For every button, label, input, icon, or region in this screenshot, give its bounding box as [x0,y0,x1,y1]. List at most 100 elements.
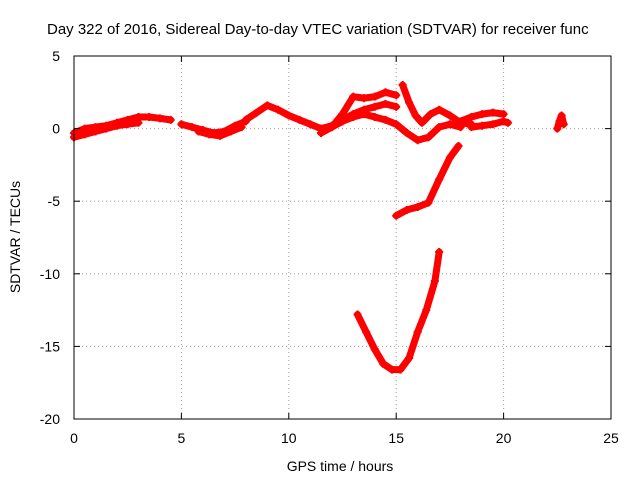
data-point [387,365,396,374]
data-point [241,115,250,124]
x-axis-label: GPS time / hours [287,458,394,474]
data-point [370,112,379,121]
data-point [478,121,487,130]
data-point [370,92,379,101]
data-point [381,99,390,108]
data-point [381,115,390,124]
data-point [379,359,388,368]
x-tick-label: 15 [388,430,404,446]
data-point [555,117,564,126]
data-point [445,153,454,162]
data-point [123,120,132,129]
data-point [430,277,439,286]
data-point [405,354,414,363]
data-point [226,127,235,136]
series-line-11 [553,112,568,133]
y-tick-label: 0 [52,121,60,137]
data-point [317,128,326,137]
data-point [456,117,465,126]
data-point [392,102,401,111]
data-point [145,112,154,121]
data-point [205,130,214,139]
data-point [426,110,435,119]
data-series [70,81,568,374]
data-point [411,111,420,120]
data-point [370,102,379,111]
x-tick-label: 5 [178,430,186,446]
data-point [327,123,336,132]
data-point [435,105,444,114]
data-point [392,211,401,220]
data-point [359,94,368,103]
data-point [445,120,454,129]
data-point [353,310,362,319]
y-tick-label: -15 [40,338,60,354]
data-point [559,120,568,129]
x-tick-label: 10 [281,430,297,446]
data-point [338,110,347,119]
data-point [188,123,197,132]
data-point [134,118,143,127]
x-tick-label: 25 [603,430,619,446]
data-point [177,120,186,129]
data-point [435,175,444,184]
data-point [417,118,426,127]
y-tick-label: -20 [40,411,60,427]
data-point [102,124,111,133]
chart-title: Day 322 of 2016, Sidereal Day-to-day VTE… [47,21,589,38]
data-point [499,117,508,126]
data-point [488,120,497,129]
data-point [424,198,433,207]
data-point [503,118,512,127]
data-point [295,115,304,124]
data-point [557,111,566,120]
data-point [445,111,454,120]
data-point [435,248,444,257]
data-point [284,111,293,120]
series-line-1 [70,113,175,137]
data-point [413,136,422,145]
data-point [396,365,405,374]
data-point [488,108,497,117]
data-point [112,121,121,130]
y-tick-label: -5 [48,193,61,209]
data-point [155,114,164,123]
data-point [413,327,422,336]
data-point [553,124,562,133]
data-point [398,81,407,90]
data-point [263,101,272,110]
data-point [252,108,261,117]
data-point [392,91,401,100]
data-point [166,115,175,124]
x-tick-label: 0 [70,430,78,446]
data-point [91,127,100,136]
data-point [413,203,422,212]
data-point [422,306,431,315]
data-point [216,131,225,140]
data-point [402,128,411,137]
data-point [499,110,508,119]
x-tick-label: 20 [496,430,512,446]
data-point [392,120,401,129]
data-point [454,142,463,151]
data-point [306,120,315,129]
data-point [274,105,283,114]
plot-frame [73,55,612,420]
data-point [362,327,371,336]
y-tick-label: -10 [40,266,60,282]
y-axis-label: SDTVAR / TECUs [7,181,23,293]
data-point [194,127,203,136]
data-point [405,98,414,107]
data-point [467,123,476,132]
data-point [349,92,358,101]
data-point [370,345,379,354]
axis-ticks: 0 5 10 15 20 25 -20 -15 -10 -5 0 5 [40,48,619,446]
y-tick-label: 5 [52,48,60,64]
data-point [359,110,368,119]
data-point [424,133,433,142]
data-point [402,205,411,214]
data-point [467,112,476,121]
data-point [349,112,358,121]
data-point [80,130,89,139]
